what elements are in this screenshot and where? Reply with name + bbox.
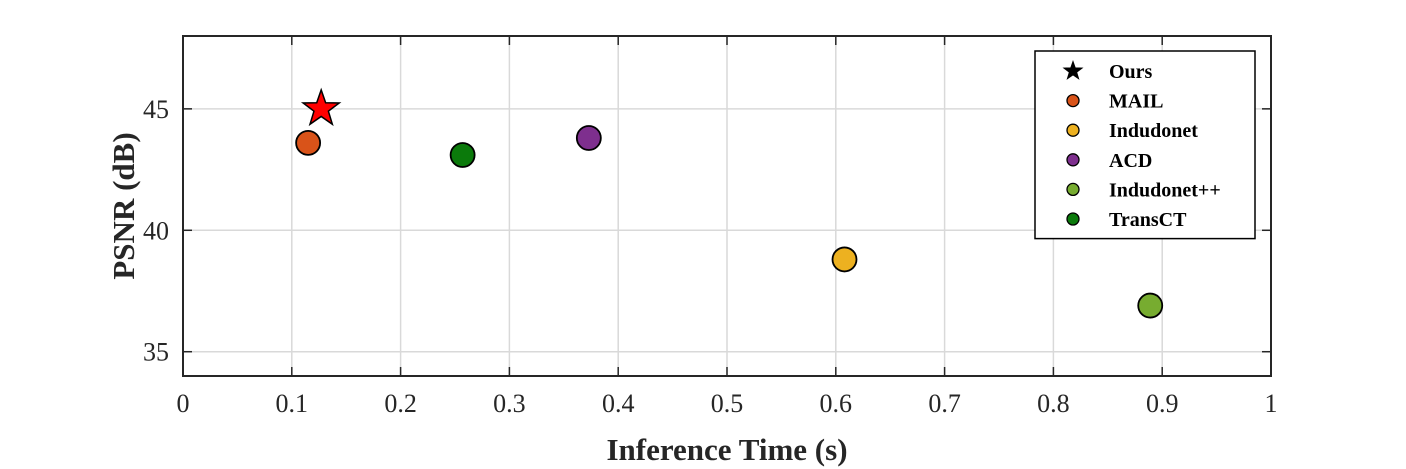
legend-marker bbox=[1066, 212, 1080, 226]
point-indudonetplusplus bbox=[1137, 292, 1164, 319]
point-acd bbox=[575, 125, 602, 151]
x-tick-label: 0.1 bbox=[276, 389, 309, 418]
legend-marker bbox=[1066, 93, 1080, 108]
x-tick-label: 0.9 bbox=[1146, 389, 1179, 418]
legend-label: MAIL bbox=[1109, 91, 1163, 113]
legend-marker bbox=[1066, 153, 1080, 167]
x-tick-label: 0 bbox=[177, 389, 190, 418]
x-tick-label: 0.3 bbox=[493, 389, 526, 418]
legend-marker bbox=[1066, 182, 1080, 197]
y-tick-label: 35 bbox=[143, 338, 169, 367]
x-tick-label: 0.7 bbox=[928, 389, 961, 418]
point-ours bbox=[300, 87, 342, 127]
legend: Ours MAIL Indudonet ACD Indudonet++ TransCT bbox=[1034, 50, 1256, 240]
legend-box bbox=[1034, 50, 1256, 240]
x-tick-label: 0.2 bbox=[384, 389, 417, 418]
y-tick-label: 40 bbox=[143, 216, 169, 245]
ticks: 0 0.1 0.2 0.3 0.4 0.5 0.6 0.7 0.8 0.9 1 35 40 45 bbox=[143, 36, 1278, 418]
legend-label: TransCT bbox=[1109, 209, 1187, 231]
x-axis-title: Inference Time (s) bbox=[606, 432, 847, 467]
data-points bbox=[295, 87, 1164, 319]
x-tick-label: 0.4 bbox=[602, 389, 635, 418]
x-tick-label: 1 bbox=[1265, 389, 1278, 418]
point-indudonet bbox=[831, 246, 858, 273]
y-tick-label: 45 bbox=[143, 95, 169, 124]
x-tick-label: 0.8 bbox=[1037, 389, 1070, 418]
legend-label: Ours bbox=[1109, 61, 1153, 83]
legend-label: Indudonet bbox=[1109, 120, 1198, 142]
x-tick-label: 0.6 bbox=[820, 389, 853, 418]
y-axis-title: PSNR (dB) bbox=[106, 132, 141, 279]
point-mail bbox=[295, 129, 322, 156]
legend-marker bbox=[1062, 59, 1084, 80]
point-transct bbox=[449, 142, 476, 168]
x-tick-label: 0.5 bbox=[711, 389, 744, 418]
legend-label: ACD bbox=[1109, 150, 1152, 172]
legend-label: Indudonet++ bbox=[1109, 179, 1221, 201]
legend-marker bbox=[1066, 123, 1080, 137]
